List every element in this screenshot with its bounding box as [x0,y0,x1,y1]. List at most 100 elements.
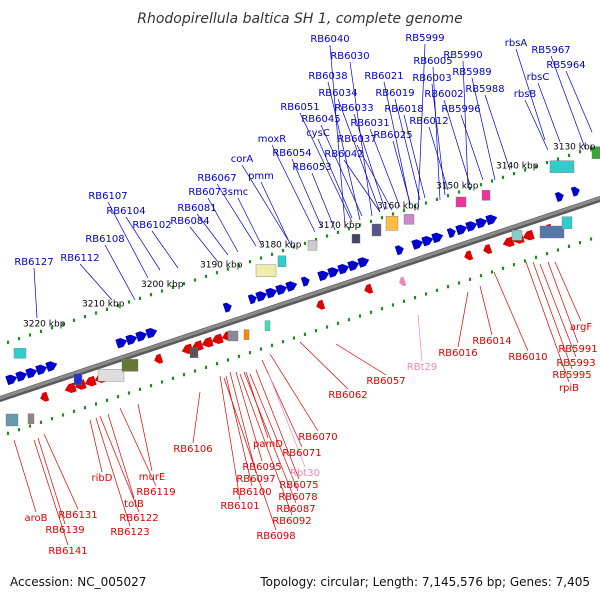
reverse-gene-label: RB6100 [232,487,271,498]
forward-gene-label: RB6042 [324,149,363,160]
forward-gene [35,364,48,376]
forward-gene-label: RB5996 [441,104,480,115]
forward-gene [317,270,330,282]
reverse-gene-label: tolB [124,499,144,510]
forward-leader [565,70,593,133]
forward-gene [554,192,564,202]
forward-gene-label: RB6073 [188,187,227,198]
reverse-leader [37,437,66,525]
reverse-leader [554,261,582,322]
forward-gene [255,291,268,302]
forward-gene-label: RB6012 [409,116,448,127]
forward-gene-label: RB5990 [443,50,482,61]
reverse-gene-label: RB6071 [282,448,321,459]
forward-leader [271,144,316,233]
forward-leader [104,244,136,301]
reverse-gene-label: ribD [92,473,113,484]
forward-leader [460,114,484,181]
forward-gene-label: RB6018 [384,104,423,115]
reverse-gene-label: RB6070 [298,432,337,443]
forward-gene [455,224,468,236]
forward-leader [537,82,561,143]
reverse-gene-label: aroB [25,513,48,524]
forward-gene-label: RB6045 [301,114,340,125]
reverse-gene-labels: argFRB5991RB5993RB5995rpiBRB6010RB6014RB… [25,322,598,557]
forward-gene-label: RB6025 [373,130,412,141]
reverse-gene-label: RB6119 [136,487,175,498]
feature-block [561,216,573,229]
feature-block [97,369,125,382]
forward-gene [411,239,424,250]
reverse-gene [502,236,515,247]
forward-gene-label: RB6067 [197,173,236,184]
forward-gene [265,288,278,299]
forward-gene-label: pmm [248,171,274,182]
feature-block [371,223,382,237]
forward-leader [311,172,336,231]
reverse-gene-label: RB6087 [276,504,315,515]
forward-leader [299,112,353,223]
reverse-leader [95,417,131,527]
forward-gene [247,294,257,305]
reverse-gene-label: RB6010 [508,352,547,363]
forward-gene-label: RB6081 [177,203,216,214]
forward-leader [291,158,323,229]
forward-leader [369,128,401,208]
forward-gene-label: RB6034 [318,88,357,99]
forward-gene [485,214,498,226]
forward-leader [107,201,149,279]
reverse-gene [201,336,214,348]
forward-gene [135,331,148,342]
reverse-gene-label: RB6141 [48,546,87,557]
reverse-gene-label: RB5993 [556,358,595,369]
feature-block [189,347,199,358]
forward-gene [15,371,28,382]
forward-leader [189,226,219,263]
forward-gene-label: moxR [258,134,286,145]
reverse-leader [43,433,79,510]
reverse-leader [493,271,529,352]
feature-block [351,233,361,244]
forward-gene [421,236,434,247]
reverse-gene [40,391,50,402]
feature-block [511,230,523,241]
forward-gene-label: RB6108 [85,234,124,245]
forward-leader [431,83,446,196]
forward-gene-label: RB6033 [334,103,373,114]
reverse-leader [267,371,306,468]
reverse-leader [89,419,103,473]
forward-leader [353,113,386,211]
feature-block [385,216,399,231]
feature-block [243,329,250,340]
kbp-label: 3140 kbp [496,162,539,172]
forward-gene-label: RB6040 [310,34,349,45]
forward-leader [329,44,346,226]
feature-block [455,196,467,208]
forward-gene [347,260,360,272]
reverse-gene-label: RB6098 [256,531,295,542]
reverse-leader [532,261,573,370]
forward-gene-label: RB6053 [292,162,331,173]
forward-gene-label: RB6019 [375,88,414,99]
forward-leader [216,183,257,247]
forward-gene-label: RB6021 [364,71,403,82]
forward-gene-label: corA [231,154,254,165]
forward-gene-label: RB6127 [14,257,53,268]
forward-gene [446,228,456,238]
forward-gene [327,267,340,278]
reverse-gene-label: RB6016 [438,348,477,359]
kbp-label: 3190 kbp [200,260,243,270]
forward-leader [79,263,113,301]
reverse-gene-label: RB6075 [279,480,318,491]
reverse-leader [539,263,577,358]
kbp-label: 3180 kbp [259,241,302,251]
reverse-gene [64,382,77,393]
reverse-gene-label: Rbt30 [290,468,320,479]
forward-gene [475,218,488,229]
reverse-leader [235,371,263,462]
reverse-gene-label: RB5995 [552,370,591,381]
forward-gene-label: RB5989 [452,67,491,78]
forward-gene [465,221,478,232]
feature-block [255,264,277,277]
forward-gene-label: RB5967 [531,45,570,56]
